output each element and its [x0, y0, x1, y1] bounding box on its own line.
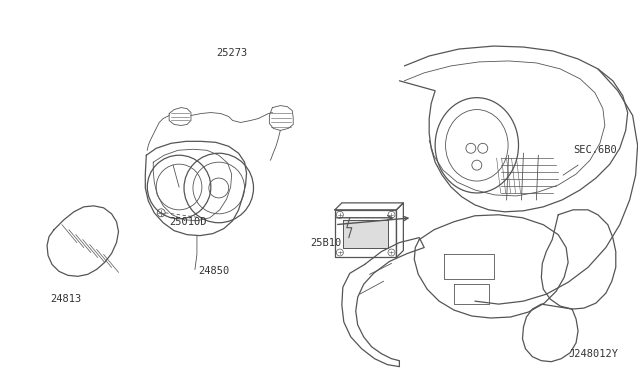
Polygon shape: [343, 220, 388, 247]
Text: 25010D: 25010D: [169, 217, 207, 227]
Text: 25B10: 25B10: [310, 238, 341, 248]
Text: 24813: 24813: [50, 294, 81, 304]
Text: SEC.6B0: SEC.6B0: [573, 145, 617, 155]
Text: J248012Y: J248012Y: [568, 349, 618, 359]
Text: 25273: 25273: [216, 48, 247, 58]
Text: 24850: 24850: [198, 266, 229, 276]
